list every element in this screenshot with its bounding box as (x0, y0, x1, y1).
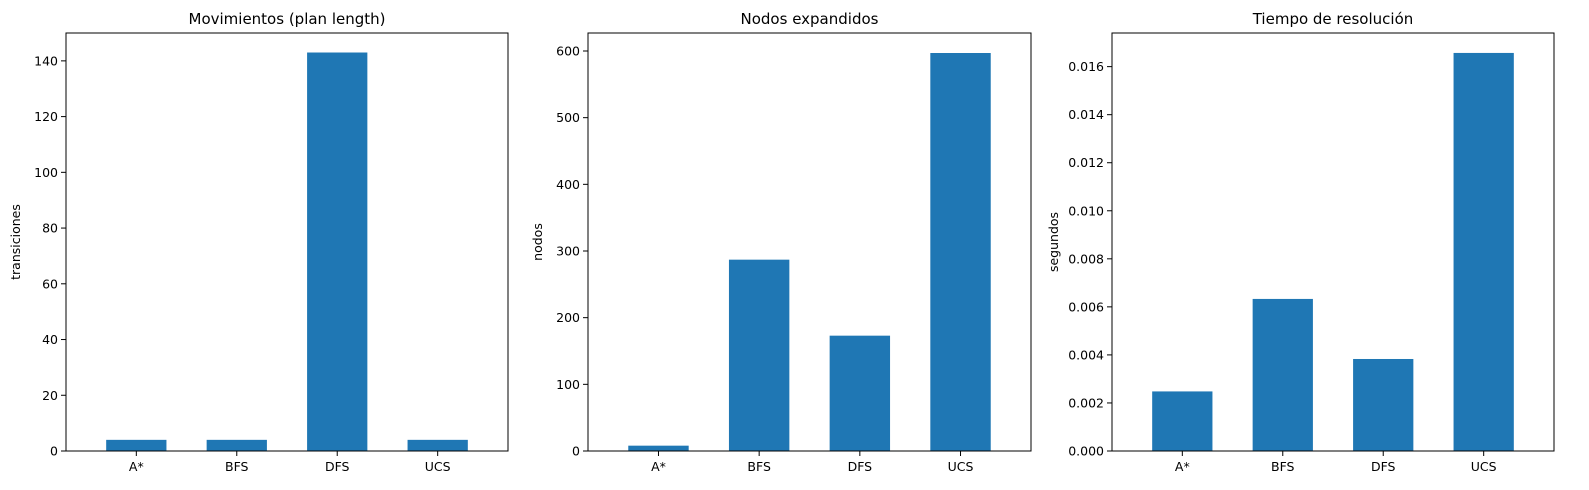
y-tick-label: 60 (42, 276, 58, 291)
chart-title: Tiempo de resolución (1252, 10, 1414, 28)
x-tick-label: UCS (1471, 459, 1497, 474)
y-tick-label: 140 (34, 53, 58, 68)
y-tick-label: 0.004 (1068, 347, 1104, 362)
y-tick-label: 500 (556, 110, 580, 125)
bar-bfs (728, 259, 790, 451)
x-tick-label: A* (651, 459, 666, 474)
bar-dfs (829, 335, 891, 451)
bar-dfs (1353, 358, 1414, 451)
x-tick-label: DFS (1371, 459, 1396, 474)
bar-a-star (106, 439, 167, 451)
axes-frame (65, 32, 509, 452)
y-tick-label: 100 (34, 165, 58, 180)
y-axis-label: segundos (1046, 212, 1061, 272)
y-axis-label: nodos (530, 223, 545, 261)
y-tick-label: 400 (556, 177, 580, 192)
y-tick-label: 0.012 (1068, 155, 1104, 170)
y-tick-label: 0.014 (1068, 107, 1104, 122)
y-tick-label: 600 (556, 44, 580, 59)
y-tick-label: 0.000 (1068, 444, 1104, 459)
bar-bfs (1252, 298, 1313, 451)
bar-dfs (307, 52, 368, 451)
chart-panel-3: A* BFS DFS UCS 0.000 0.002 0.004 0.006 0.008 0.01… (1046, 10, 1555, 474)
x-tick-label: BFS (225, 459, 249, 474)
y-tick-label: 200 (556, 310, 580, 325)
x-tick-label: A* (129, 459, 144, 474)
x-tick-label: BFS (747, 459, 771, 474)
y-tick-label: 80 (42, 221, 58, 236)
x-tick-label: UCS (948, 459, 974, 474)
chart-title: Movimientos (plan length) (189, 10, 386, 28)
y-tick-label: 100 (556, 377, 580, 392)
y-tick-label: 0.002 (1068, 395, 1104, 410)
chart-panel-2: A* BFS DFS UCS 0 100 200 300 400 500 600 Nodos expa… (530, 10, 1032, 474)
axes-frame (587, 32, 1032, 452)
bar-a-star (1152, 391, 1213, 451)
y-tick-label: 40 (42, 332, 58, 347)
bar-bfs (206, 439, 267, 451)
y-tick-label: 0.006 (1068, 299, 1104, 314)
bar-a-star (628, 445, 689, 451)
y-tick-label: 0 (50, 444, 58, 459)
y-tick-label: 20 (42, 388, 58, 403)
x-tick-label: DFS (848, 459, 873, 474)
axes-frame (1111, 32, 1555, 452)
bar-ucs (930, 53, 991, 451)
y-tick-label: 0.008 (1068, 251, 1104, 266)
y-tick-label: 120 (34, 109, 58, 124)
y-tick-label: 0 (572, 444, 580, 459)
bar-ucs (1453, 52, 1514, 451)
x-tick-label: BFS (1271, 459, 1295, 474)
y-tick-label: 300 (556, 244, 580, 259)
bar-ucs (407, 439, 468, 451)
chart-title: Nodos expandidos (741, 10, 879, 28)
y-tick-label: 0.010 (1068, 203, 1104, 218)
chart-panel-1: A* BFS DFS UCS 0 20 40 60 80 100 120 140 Movimientos… (8, 10, 509, 474)
x-tick-label: UCS (425, 459, 451, 474)
y-axis-label: transiciones (8, 204, 23, 280)
x-tick-label: A* (1175, 459, 1190, 474)
y-tick-label: 0.016 (1068, 59, 1104, 74)
x-tick-label: DFS (325, 459, 350, 474)
